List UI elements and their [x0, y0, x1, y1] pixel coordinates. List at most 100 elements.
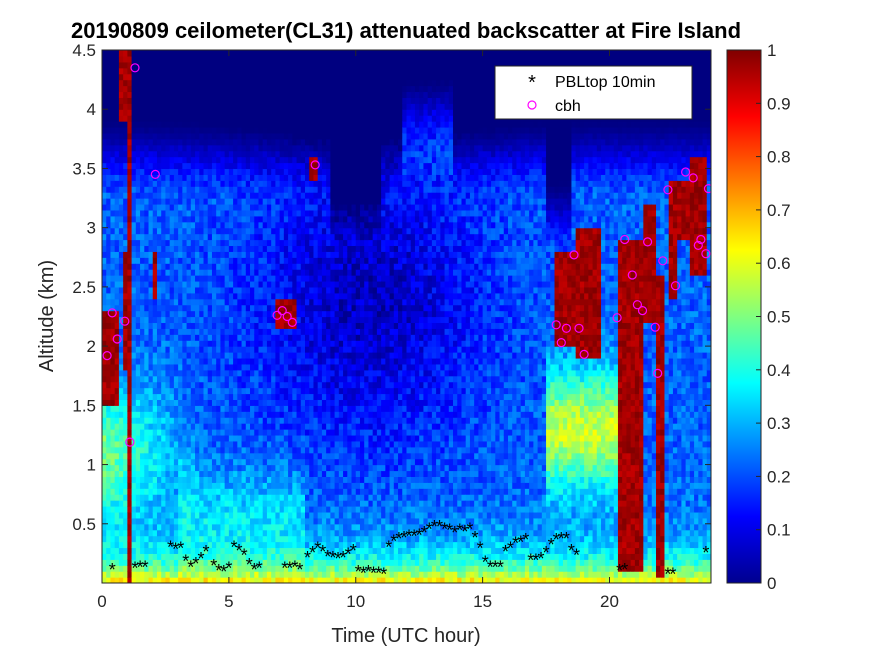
- heatmap-cell: [110, 476, 116, 483]
- heatmap-cell: [156, 565, 162, 572]
- heatmap-cell: [131, 292, 137, 300]
- heatmap-cell: [131, 452, 137, 460]
- heatmap-cell: [292, 97, 298, 104]
- heatmap-cell: [241, 375, 247, 383]
- heatmap-cell: [228, 352, 234, 359]
- heatmap-cell: [110, 547, 116, 554]
- heatmap-cell: [224, 340, 230, 347]
- heatmap-cell: [106, 192, 112, 199]
- heatmap-cell: [203, 162, 209, 170]
- heatmap-cell: [326, 50, 331, 57]
- heatmap-cell: [131, 209, 137, 217]
- heatmap-cell: [182, 500, 188, 507]
- heatmap-cell: [207, 470, 213, 477]
- heatmap-cell: [110, 541, 116, 549]
- heatmap-cell: [254, 340, 260, 347]
- heatmap-cell: [220, 316, 226, 324]
- heatmap-cell: [224, 162, 230, 170]
- heatmap-cell: [224, 304, 230, 312]
- heatmap-cell: [228, 429, 234, 436]
- heatmap-cell: [190, 429, 196, 436]
- heatmap-cell: [326, 304, 331, 312]
- heatmap-cell: [114, 55, 120, 63]
- heatmap-cell: [199, 251, 205, 258]
- heatmap-cell: [186, 168, 192, 175]
- heatmap-cell: [254, 494, 260, 501]
- heatmap-cell: [250, 464, 255, 472]
- heatmap-cell: [140, 340, 145, 347]
- heatmap-cell: [250, 79, 255, 87]
- heatmap-cell: [190, 553, 196, 560]
- heatmap-cell: [152, 511, 158, 519]
- heatmap-cell: [127, 239, 133, 247]
- heatmap-cell: [271, 511, 276, 519]
- heatmap-cell: [292, 132, 298, 140]
- heatmap-cell: [131, 162, 137, 170]
- heatmap-cell: [203, 215, 209, 223]
- heatmap-cell: [334, 411, 340, 418]
- heatmap-cell: [110, 440, 116, 448]
- heatmap-cell: [199, 470, 205, 477]
- heatmap-cell: [195, 452, 200, 460]
- heatmap-cell: [195, 150, 200, 158]
- heatmap-cell: [190, 571, 196, 578]
- heatmap-cell: [266, 393, 272, 401]
- heatmap-cell: [152, 215, 158, 223]
- heatmap-cell: [288, 458, 293, 466]
- heatmap-cell: [156, 209, 162, 217]
- heatmap-cell: [283, 215, 289, 223]
- heatmap-cell: [199, 458, 205, 466]
- heatmap-cell: [262, 417, 268, 424]
- heatmap-cell: [144, 328, 150, 335]
- heatmap-cell: [182, 310, 188, 318]
- heatmap-cell: [156, 168, 162, 175]
- heatmap-cell: [148, 50, 154, 57]
- heatmap-cell: [275, 405, 281, 412]
- heatmap-cell: [305, 144, 310, 152]
- heatmap-cell: [245, 168, 251, 175]
- heatmap-cell: [199, 464, 205, 472]
- heatmap-cell: [258, 541, 264, 549]
- heatmap-cell: [330, 209, 336, 217]
- heatmap-cell: [258, 440, 264, 448]
- heatmap-cell: [148, 298, 154, 306]
- heatmap-cell: [309, 168, 315, 175]
- heatmap-cell: [118, 174, 124, 181]
- heatmap-cell: [317, 174, 323, 181]
- heatmap-cell: [330, 138, 336, 146]
- heatmap-cell: [326, 257, 331, 264]
- heatmap-cell: [169, 446, 175, 454]
- heatmap-cell: [135, 452, 141, 460]
- heatmap-cell: [195, 239, 200, 247]
- heatmap-cell: [271, 245, 276, 252]
- heatmap-cell: [313, 198, 319, 205]
- heatmap-cell: [140, 286, 145, 294]
- heatmap-cell: [313, 434, 319, 442]
- heatmap-cell: [271, 91, 276, 98]
- heatmap-cell: [114, 417, 120, 424]
- heatmap-cell: [326, 144, 331, 152]
- heatmap-cell: [241, 215, 247, 223]
- heatmap-cell: [148, 357, 154, 365]
- heatmap-cell: [241, 275, 247, 282]
- heatmap-cell: [135, 257, 141, 264]
- heatmap-cell: [156, 162, 162, 170]
- heatmap-cell: [288, 375, 293, 383]
- heatmap-cell: [228, 55, 234, 63]
- heatmap-cell: [266, 91, 272, 98]
- heatmap-cell: [224, 482, 230, 489]
- heatmap-cell: [169, 464, 175, 472]
- heatmap-cell: [169, 97, 175, 104]
- heatmap-cell: [169, 144, 175, 152]
- heatmap-cell: [127, 535, 133, 543]
- heatmap-cell: [190, 310, 196, 318]
- heatmap-cell: [250, 174, 255, 181]
- heatmap-cell: [207, 369, 213, 377]
- heatmap-cell: [326, 316, 331, 324]
- heatmap-cell: [186, 257, 192, 264]
- heatmap-cell: [296, 67, 302, 75]
- heatmap-cell: [288, 227, 293, 235]
- heatmap-cell: [262, 565, 268, 572]
- heatmap-cell: [144, 405, 150, 412]
- heatmap-cell: [169, 55, 175, 63]
